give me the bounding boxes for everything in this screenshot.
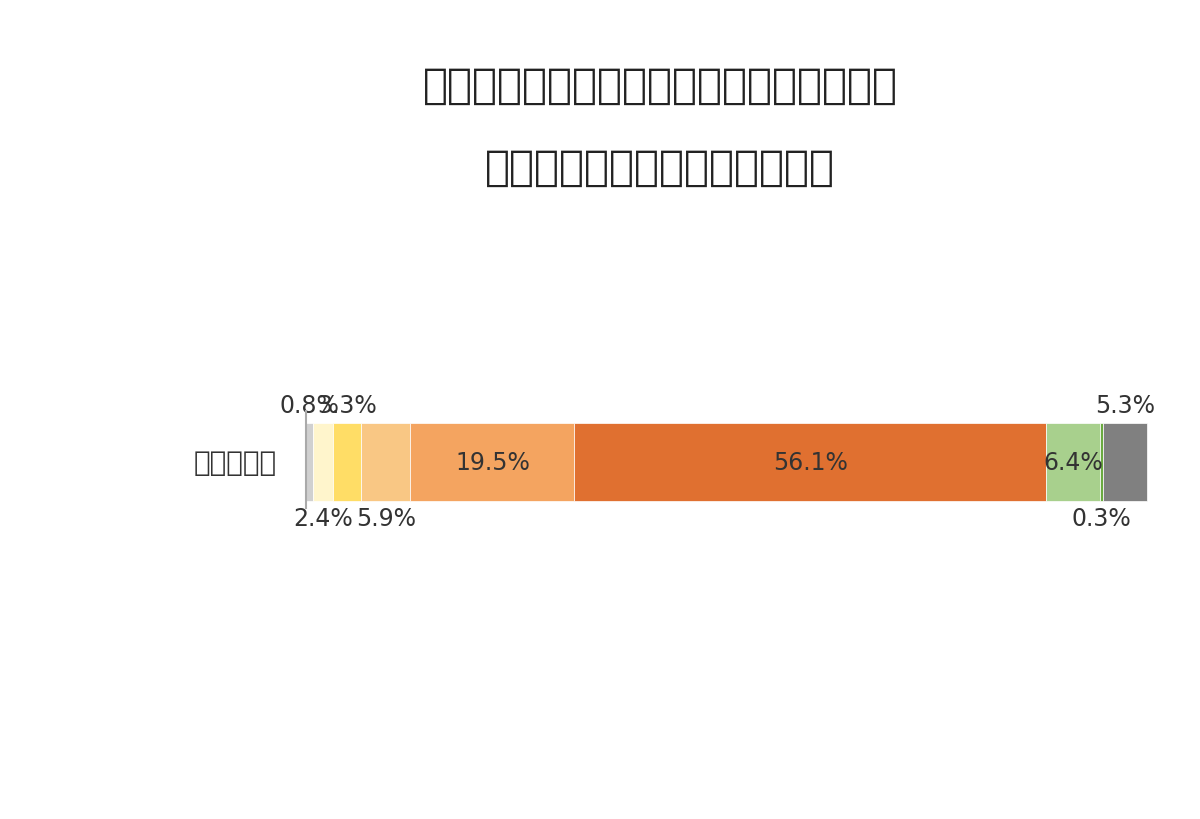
Text: 0.3%: 0.3% [1072, 506, 1132, 531]
Bar [1046, 423, 1100, 501]
Text: 5.9%: 5.9% [355, 506, 415, 531]
Text: 6.4%: 6.4% [1043, 450, 1103, 474]
Bar [410, 423, 575, 501]
Text: の週平均活動日数　（中学校）: の週平均活動日数 （中学校） [485, 147, 835, 188]
Bar [361, 423, 410, 501]
Text: 5.3%: 5.3% [1094, 394, 1154, 418]
Text: 0.8%: 0.8% [280, 394, 340, 418]
Text: 19.5%: 19.5% [455, 450, 530, 474]
Bar [313, 423, 334, 501]
Bar [306, 423, 313, 501]
Text: 令和４年度: 令和４年度 [193, 448, 277, 476]
Bar [1103, 423, 1147, 501]
Text: 3.3%: 3.3% [317, 394, 377, 418]
Text: 2.4%: 2.4% [293, 506, 353, 531]
Bar [575, 423, 1046, 501]
Bar [1100, 423, 1103, 501]
Text: 56.1%: 56.1% [773, 450, 847, 474]
Bar [334, 423, 361, 501]
Text: （参考）部活動顧問が担当している部活動: （参考）部活動顧問が担当している部活動 [422, 65, 898, 106]
